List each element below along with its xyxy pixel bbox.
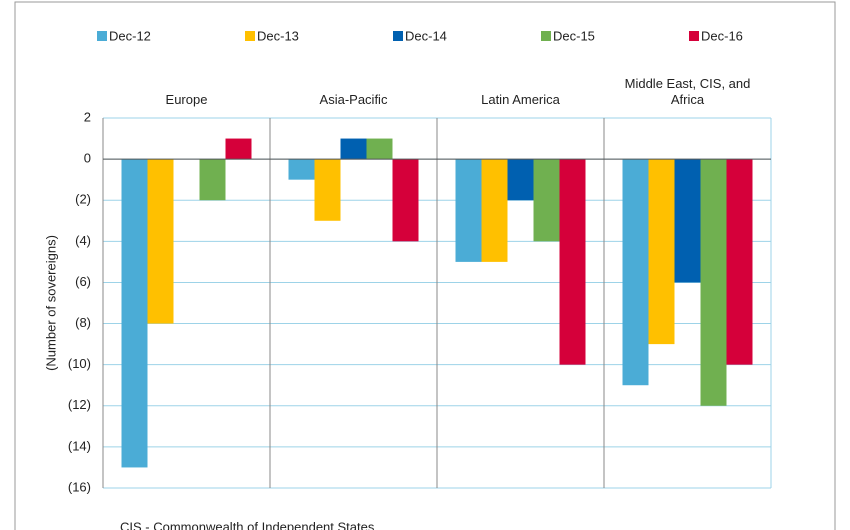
- category-label: Middle East, CIS, and Africa: [624, 76, 751, 107]
- y-tick-label: (8): [75, 315, 91, 330]
- bar: [507, 159, 534, 201]
- legend-label: Dec-13: [257, 28, 299, 43]
- y-tick-label: (2): [75, 192, 91, 207]
- bar: [481, 159, 508, 262]
- bar: [225, 138, 252, 160]
- bar: [288, 159, 315, 180]
- bar: [674, 159, 701, 283]
- legend-swatch: [97, 31, 107, 41]
- bar: [314, 159, 341, 221]
- footnote: CIS - Commonwealth of Independent States: [120, 519, 375, 530]
- legend-label: Dec-16: [701, 28, 743, 43]
- category-label: Latin America: [481, 92, 560, 107]
- legend-swatch: [689, 31, 699, 41]
- legend-swatch: [393, 31, 403, 41]
- bar: [648, 159, 675, 345]
- bar: [366, 138, 393, 160]
- frame: [14, 1, 836, 530]
- y-tick-label: (12): [68, 397, 91, 412]
- legend-swatch: [541, 31, 551, 41]
- legend-label: Dec-14: [405, 28, 447, 43]
- legend-swatch: [245, 31, 255, 41]
- legend-label: Dec-12: [109, 28, 151, 43]
- category-label: Asia-Pacific: [319, 92, 388, 107]
- bar: [121, 159, 148, 468]
- bar: [455, 159, 482, 262]
- bar: [533, 159, 560, 242]
- bar: [340, 138, 367, 160]
- bar: [622, 159, 649, 386]
- legend-label: Dec-15: [553, 28, 595, 43]
- bar: [700, 159, 727, 406]
- bar: [726, 159, 753, 365]
- bar: [559, 159, 586, 365]
- y-tick-label: 0: [84, 151, 91, 166]
- y-tick-label: (6): [75, 274, 91, 289]
- y-tick-label: (4): [75, 233, 91, 248]
- y-tick-label: (14): [68, 438, 91, 453]
- bar: [147, 159, 174, 324]
- y-tick-label: (16): [68, 479, 91, 494]
- y-tick-label: (10): [68, 356, 91, 371]
- category-label: Europe: [165, 92, 208, 107]
- bar: [392, 159, 419, 242]
- y-axis-label: (Number of sovereigns): [43, 235, 58, 371]
- y-tick-label: 2: [84, 109, 91, 124]
- bar: [199, 159, 226, 201]
